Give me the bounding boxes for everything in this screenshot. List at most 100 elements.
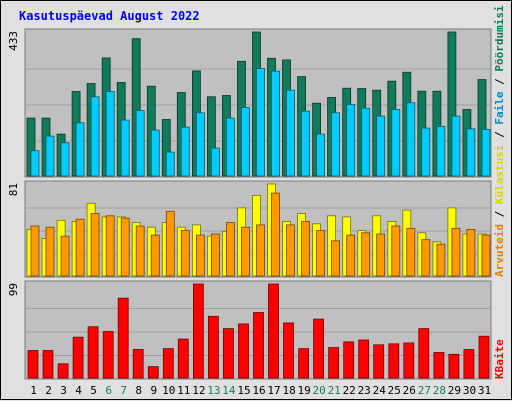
data-bar xyxy=(195,112,205,177)
data-bar xyxy=(105,215,115,277)
data-bar xyxy=(388,343,400,379)
data-bar xyxy=(45,135,55,177)
data-bar xyxy=(403,342,415,379)
data-bar xyxy=(90,213,100,277)
data-bar xyxy=(30,150,40,177)
data-bar xyxy=(301,110,311,177)
x-tick-label: 15 xyxy=(237,384,250,397)
data-bar xyxy=(478,335,490,379)
data-bar xyxy=(180,230,190,277)
data-bar xyxy=(361,107,371,177)
x-tick-label: 20 xyxy=(312,384,325,397)
data-bar xyxy=(30,225,40,277)
x-tick-label: 5 xyxy=(90,384,97,397)
data-bar xyxy=(331,240,341,277)
data-bar xyxy=(42,350,54,379)
x-tick-label: 18 xyxy=(282,384,295,397)
data-bar xyxy=(45,226,55,277)
data-bar xyxy=(373,344,385,379)
data-bar xyxy=(343,341,355,379)
data-bar xyxy=(436,126,446,177)
legend-separator: / xyxy=(493,204,506,224)
data-bar xyxy=(466,228,476,277)
x-tick-label: 28 xyxy=(433,384,446,397)
x-tick-label: 9 xyxy=(150,384,157,397)
data-bar xyxy=(147,366,159,379)
data-bar xyxy=(346,234,356,277)
data-bar xyxy=(238,323,249,379)
x-tick-label: 4 xyxy=(75,384,82,397)
legend-top: Arvuteid / Külastusi / Faile / Pöördumis… xyxy=(493,5,506,277)
data-bar xyxy=(102,331,114,379)
panel-1-max-label: 433 xyxy=(7,31,20,51)
x-tick-label: 6 xyxy=(105,384,112,397)
data-bar xyxy=(271,192,280,277)
data-bar xyxy=(331,112,341,177)
x-tick-label: 24 xyxy=(373,384,387,397)
panel-2-max-label: 81 xyxy=(7,183,20,196)
data-bar xyxy=(253,312,264,379)
legend-kbaite: KBaite xyxy=(493,339,506,379)
data-bar xyxy=(180,126,190,177)
data-bar xyxy=(75,218,85,277)
data-bar xyxy=(256,224,265,277)
data-bar xyxy=(346,104,356,177)
legend-separator: / xyxy=(493,72,506,92)
x-tick-label: 29 xyxy=(448,384,461,397)
data-bar xyxy=(165,151,175,177)
data-bar xyxy=(316,133,326,177)
data-bar xyxy=(222,328,234,379)
data-bar xyxy=(436,243,446,277)
data-bar xyxy=(225,222,235,277)
data-bar xyxy=(406,102,416,177)
data-bar xyxy=(358,339,370,379)
x-tick-label: 21 xyxy=(328,384,341,397)
data-bar xyxy=(481,234,491,277)
data-bar xyxy=(421,239,431,277)
data-bar xyxy=(57,363,69,379)
data-bar xyxy=(195,234,205,277)
x-tick-label: 3 xyxy=(60,384,67,397)
data-bar xyxy=(481,128,491,177)
x-tick-label: 22 xyxy=(343,384,356,397)
data-bar xyxy=(418,328,430,379)
data-bar xyxy=(391,109,401,177)
x-tick-label: 23 xyxy=(358,384,371,397)
data-bar xyxy=(150,234,160,277)
data-bar xyxy=(421,127,431,177)
data-bar xyxy=(313,318,325,379)
panel-3-max-label: 99 xyxy=(7,283,20,296)
data-bar xyxy=(463,349,475,379)
data-bar xyxy=(117,297,129,379)
data-bar xyxy=(120,119,130,177)
x-tick-label: 8 xyxy=(135,384,142,397)
legend-poordumisi: Pöördumisi xyxy=(493,5,506,72)
data-bar xyxy=(207,315,219,379)
x-tick-label: 14 xyxy=(222,384,236,397)
x-tick-label: 12 xyxy=(192,384,205,397)
legend-kulastusi: Külastusi xyxy=(493,144,506,204)
x-tick-label: 25 xyxy=(388,384,401,397)
data-bar xyxy=(361,232,371,277)
x-tick-label: 19 xyxy=(297,384,310,397)
data-bar xyxy=(241,107,250,177)
data-bar xyxy=(376,115,386,177)
data-bar xyxy=(60,142,70,177)
chart-title: Kasutuspäevad August 2022 xyxy=(19,9,200,23)
data-bar xyxy=(271,70,280,177)
data-bar xyxy=(301,221,311,277)
x-tick-label: 27 xyxy=(418,384,431,397)
data-bar xyxy=(283,322,294,379)
data-bar xyxy=(120,217,130,277)
x-tick-label: 30 xyxy=(463,384,476,397)
data-bar xyxy=(466,128,476,177)
data-bar xyxy=(75,122,85,177)
data-bar xyxy=(162,348,174,379)
x-tick-label: 17 xyxy=(267,384,280,397)
data-bar xyxy=(433,351,445,379)
legend-arvuteid: Arvuteid xyxy=(493,224,506,277)
x-tick-label: 7 xyxy=(120,384,127,397)
data-bar xyxy=(87,326,99,379)
data-bar xyxy=(177,338,189,379)
